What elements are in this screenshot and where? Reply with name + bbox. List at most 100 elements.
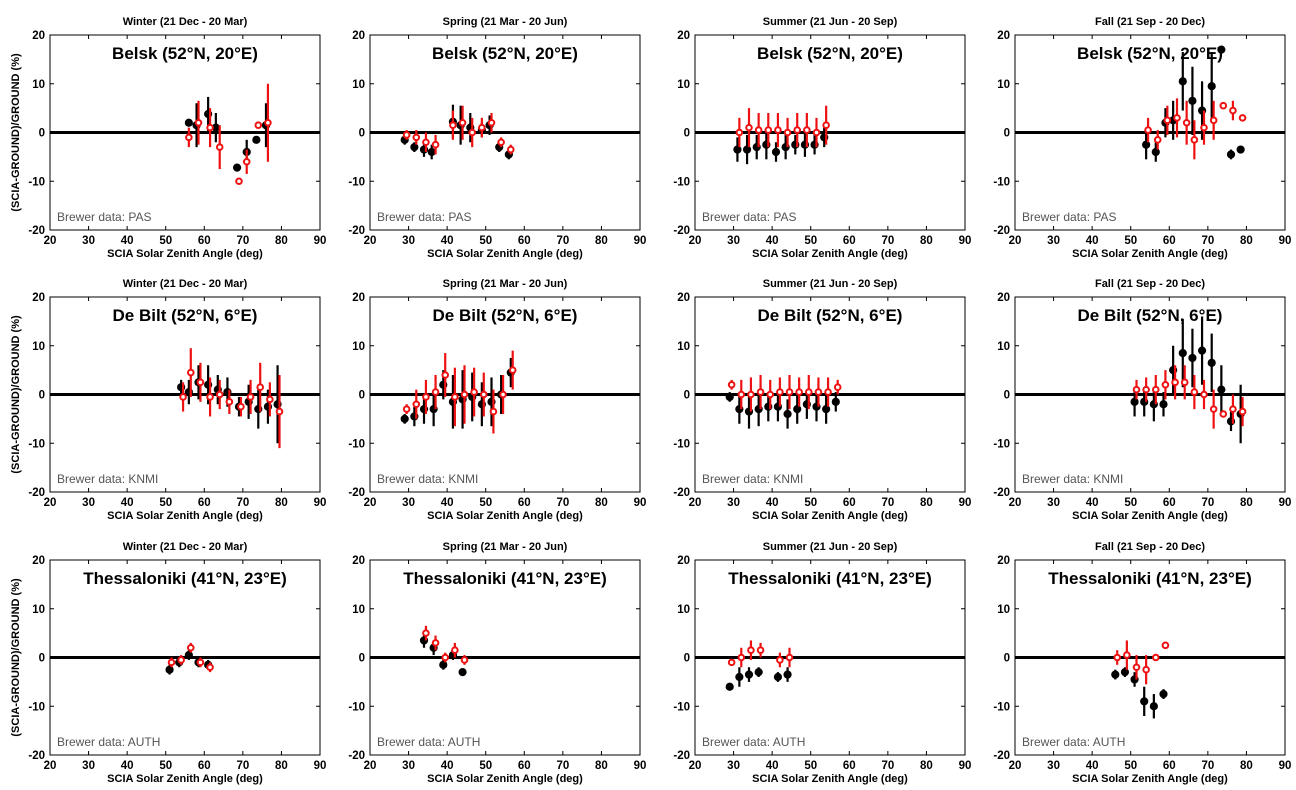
data-point — [1226, 150, 1236, 159]
data-point — [412, 400, 421, 409]
station-label: Belsk (52°N, 20°E) — [1077, 44, 1223, 63]
y-tick-label: 10 — [352, 79, 365, 91]
brewer-note: Brewer data: AUTH — [702, 735, 805, 749]
data-point — [756, 646, 765, 654]
x-tick-label: 50 — [479, 760, 492, 772]
data-point — [431, 388, 440, 396]
station-label: Belsk (52°N, 20°E) — [432, 44, 578, 63]
data-point — [785, 388, 794, 396]
data-point — [1236, 145, 1245, 154]
data-point — [410, 143, 419, 152]
x-tick-label: 70 — [1201, 760, 1214, 772]
data-point — [735, 128, 744, 137]
x-tick-label: 90 — [959, 760, 972, 772]
y-tick-label: 0 — [39, 653, 45, 665]
y-tick-label: 0 — [359, 653, 365, 665]
data-point — [1159, 400, 1168, 409]
x-tick-label: 50 — [804, 497, 817, 509]
x-tick-label: 70 — [881, 760, 894, 772]
data-point — [776, 388, 784, 396]
brewer-note: Brewer data: KNMI — [702, 472, 803, 486]
x-tick-label: 60 — [843, 760, 856, 772]
x-tick-label: 30 — [1047, 497, 1060, 509]
data-point — [783, 409, 792, 419]
data-point — [184, 650, 193, 660]
station-label: De Bilt (52°N, 6°E) — [113, 306, 258, 325]
data-point — [246, 393, 255, 401]
y-tick-label: 10 — [677, 79, 690, 91]
data-point — [441, 371, 450, 379]
station-label: De Bilt (52°N, 6°E) — [1078, 306, 1223, 325]
x-tick-label: 50 — [479, 497, 492, 509]
data-point — [167, 658, 176, 667]
data-point — [1190, 136, 1199, 144]
x-tick-label: 70 — [556, 235, 569, 247]
x-tick-label: 80 — [275, 497, 288, 509]
panel-title: Fall (21 Sep - 20 Dec) — [1095, 541, 1205, 553]
data-point — [422, 629, 430, 637]
x-tick-label: 90 — [314, 497, 327, 509]
data-point — [735, 672, 744, 682]
y-tick-label: 0 — [359, 128, 365, 140]
x-tick-label: 40 — [766, 760, 779, 772]
data-point — [1171, 378, 1179, 387]
x-tick-label: 60 — [1163, 235, 1176, 247]
x-axis-label: SCIA Solar Zenith Angle (deg) — [752, 773, 908, 785]
y-tick-label: -20 — [28, 225, 45, 237]
panel-title: Fall (21 Sep - 20 Dec) — [1095, 278, 1205, 290]
data-point — [771, 147, 781, 157]
x-tick-label: 50 — [1124, 497, 1137, 509]
station-label: Belsk (52°N, 20°E) — [757, 44, 903, 63]
y-axis-label: (SCIA-GROUND)/GROUND (%) — [10, 578, 22, 737]
data-point — [793, 126, 802, 134]
x-tick-label: 70 — [236, 235, 249, 247]
data-point — [793, 405, 802, 414]
x-tick-label: 50 — [804, 760, 817, 772]
data-point — [179, 393, 187, 401]
panel-title: Winter (21 Dec - 20 Mar) — [123, 16, 248, 28]
x-tick-label: 60 — [518, 760, 531, 772]
data-point — [1132, 663, 1141, 672]
data-point — [402, 131, 411, 139]
data-point — [489, 407, 498, 416]
data-point — [733, 145, 742, 154]
y-tick-label: 10 — [997, 79, 1010, 91]
x-tick-label: 30 — [727, 497, 740, 509]
x-axis-label: SCIA Solar Zenith Angle (deg) — [427, 773, 583, 785]
x-tick-label: 40 — [121, 497, 134, 509]
x-tick-label: 40 — [766, 497, 779, 509]
data-point — [1229, 106, 1237, 115]
data-point — [1163, 116, 1172, 125]
y-tick-label: 20 — [352, 555, 365, 567]
data-point — [764, 126, 773, 134]
data-point — [773, 672, 783, 682]
x-tick-label: 20 — [689, 235, 702, 247]
data-point — [1159, 689, 1168, 699]
x-tick-label: 50 — [804, 235, 817, 247]
x-tick-label: 50 — [479, 235, 492, 247]
y-tick-label: -20 — [993, 750, 1010, 762]
data-point — [742, 145, 752, 154]
data-point — [479, 390, 488, 399]
data-point — [206, 123, 214, 132]
data-point — [185, 133, 193, 142]
y-tick-label: 0 — [1004, 653, 1010, 665]
data-point — [1188, 96, 1197, 105]
y-tick-label: -10 — [348, 701, 365, 713]
data-point — [1151, 147, 1160, 157]
y-tick-label: 10 — [997, 604, 1010, 616]
series-red — [727, 375, 842, 412]
data-point — [783, 670, 792, 679]
y-tick-label: -10 — [993, 701, 1010, 713]
data-point — [754, 126, 763, 134]
data-point — [747, 390, 755, 399]
panel: Summer (21 Jun - 20 Sep) 20 30 40 50 60 70 80 90… — [673, 278, 971, 522]
data-point — [737, 390, 746, 399]
y-tick-label: 20 — [32, 555, 45, 567]
x-tick-label: 90 — [634, 235, 647, 247]
data-point — [1238, 407, 1247, 416]
data-point — [506, 145, 515, 154]
data-point — [1140, 697, 1149, 706]
x-axis-label: SCIA Solar Zenith Angle (deg) — [752, 248, 908, 260]
panel: Spring (21 Mar - 20 Jun) 20 30 40 50 60 70 80 90… — [348, 541, 646, 785]
